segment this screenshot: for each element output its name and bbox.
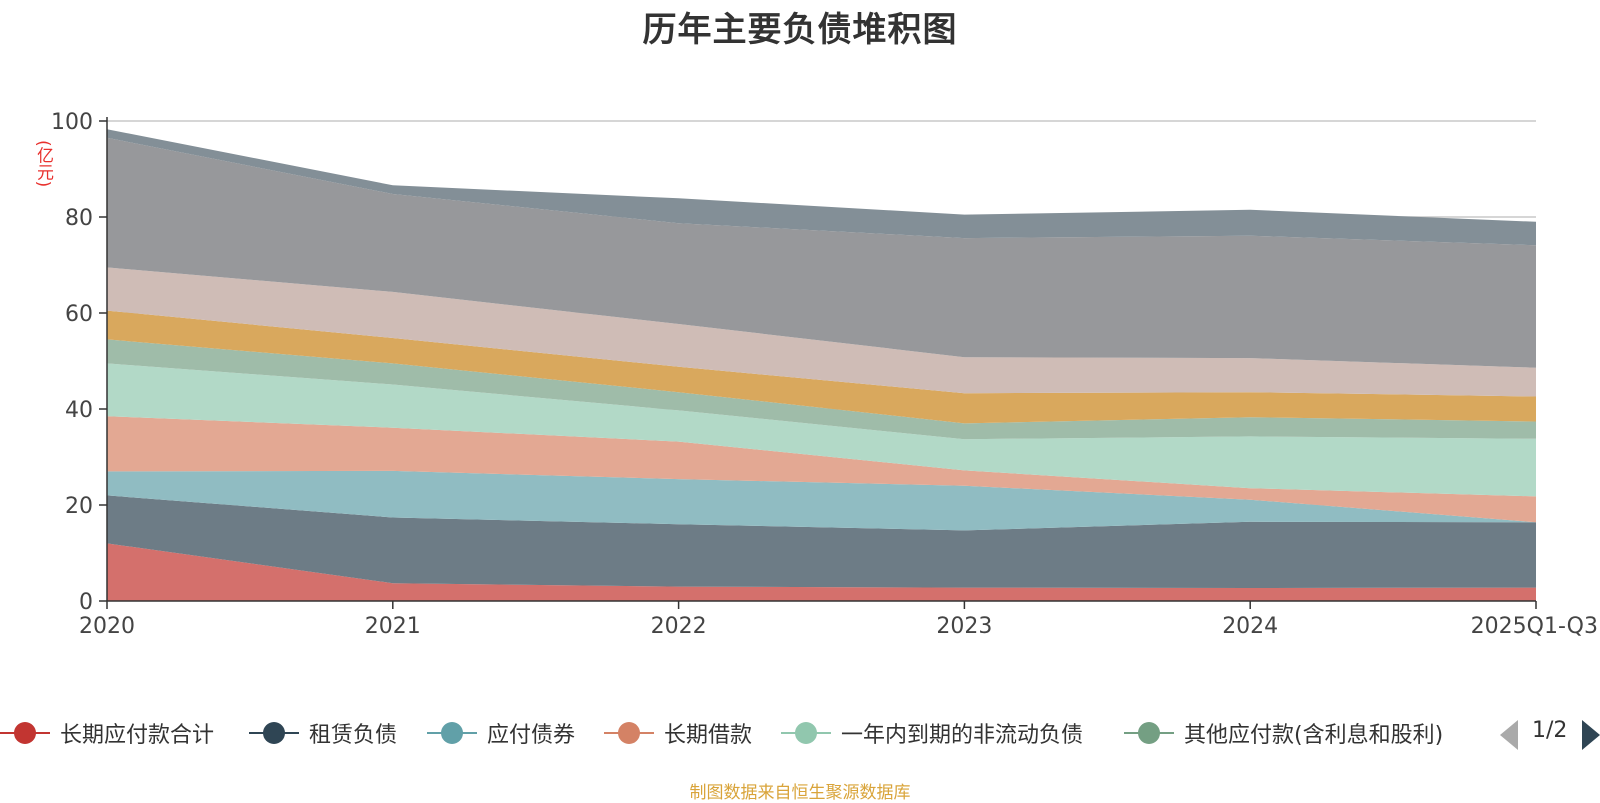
x-tick-label: 2023: [936, 614, 992, 639]
legend-item-bonds-payable[interactable]: 应付债券: [427, 715, 575, 751]
y-tick-label: 40: [65, 398, 93, 423]
legend-label: 应付债券: [487, 723, 576, 748]
legend-item-current-portion-noncurrent[interactable]: 一年内到期的非流动负债: [781, 715, 1083, 751]
area-series-应付账款[interactable]: [107, 310, 1536, 424]
stacked-area-chart: 0 20 40 60 80 100 2020 2021 2022 2023 2024 2025Q1-Q…: [51, 110, 1598, 639]
x-tick-label: 2024: [1222, 614, 1278, 639]
legend-marker-icon: [1124, 720, 1174, 746]
prev-page-arrow-icon[interactable]: [1500, 720, 1518, 750]
axes: 0 20 40 60 80 100 2020 2021 2022 2023 2024 2025Q1-Q…: [51, 110, 1598, 639]
legend-item-long-term-payables[interactable]: 长期应付款合计: [0, 715, 214, 751]
legend-marker-icon: [427, 720, 477, 746]
x-tick-label: 2022: [651, 614, 707, 639]
chart-title: 历年主要负债堆积图: [642, 10, 958, 50]
legend-marker-icon: [781, 720, 831, 746]
area-series-一年内到期的非流动负债[interactable]: [107, 363, 1536, 497]
area-series-租赁负债[interactable]: [107, 495, 1536, 588]
legend-item-other-payables[interactable]: 其他应付款(含利息和股利): [1124, 715, 1443, 751]
legend-label: 长期借款: [664, 723, 753, 748]
legend-label: 一年内到期的非流动负债: [841, 723, 1084, 748]
y-tick-label: 60: [65, 302, 93, 327]
y-tick-label: 20: [65, 494, 93, 519]
legend-pager: 1/2: [1500, 716, 1600, 752]
legend-label: 租赁负债: [309, 723, 398, 748]
y-tick-label: 100: [51, 110, 93, 135]
next-page-arrow-icon[interactable]: [1582, 720, 1600, 750]
data-source-note: 制图数据来自恒生聚源数据库: [689, 783, 911, 803]
area-series-合同负债[interactable]: [107, 137, 1536, 368]
legend-item-long-term-borrowings[interactable]: 长期借款: [604, 715, 752, 751]
area-series-group: [107, 129, 1536, 601]
x-tick-label: 2025Q1-Q3: [1471, 614, 1598, 639]
legend-label: 其他应付款(含利息和股利): [1184, 723, 1444, 748]
area-series-其他应付款(含利息和股利)[interactable]: [107, 339, 1536, 440]
area-series-长期应付款合计[interactable]: [107, 543, 1536, 601]
y-tick-label: 0: [79, 590, 93, 615]
legend-marker-icon: [0, 720, 50, 746]
area-series-长期借款[interactable]: [107, 416, 1536, 523]
y-tick-label: 80: [65, 206, 93, 231]
area-series-应付票据[interactable]: [107, 267, 1536, 397]
area-series-应付债券[interactable]: [107, 470, 1536, 531]
legend-label: 长期应付款合计: [60, 723, 215, 748]
y-axis-unit-label: (亿元): [33, 140, 53, 188]
legend: 长期应付款合计 租赁负债 应付债券 长期借款 一年内到期的非流动负债 其他应付款…: [0, 715, 1600, 755]
legend-item-lease-liabilities[interactable]: 租赁负债: [249, 715, 397, 751]
legend-marker-icon: [249, 720, 299, 746]
x-tick-label: 2021: [365, 614, 421, 639]
legend-marker-icon: [604, 720, 654, 746]
area-series-其他非流动负债[interactable]: [107, 129, 1536, 246]
legend-page-indicator: 1/2: [1532, 718, 1568, 743]
x-tick-label: 2020: [79, 614, 135, 639]
